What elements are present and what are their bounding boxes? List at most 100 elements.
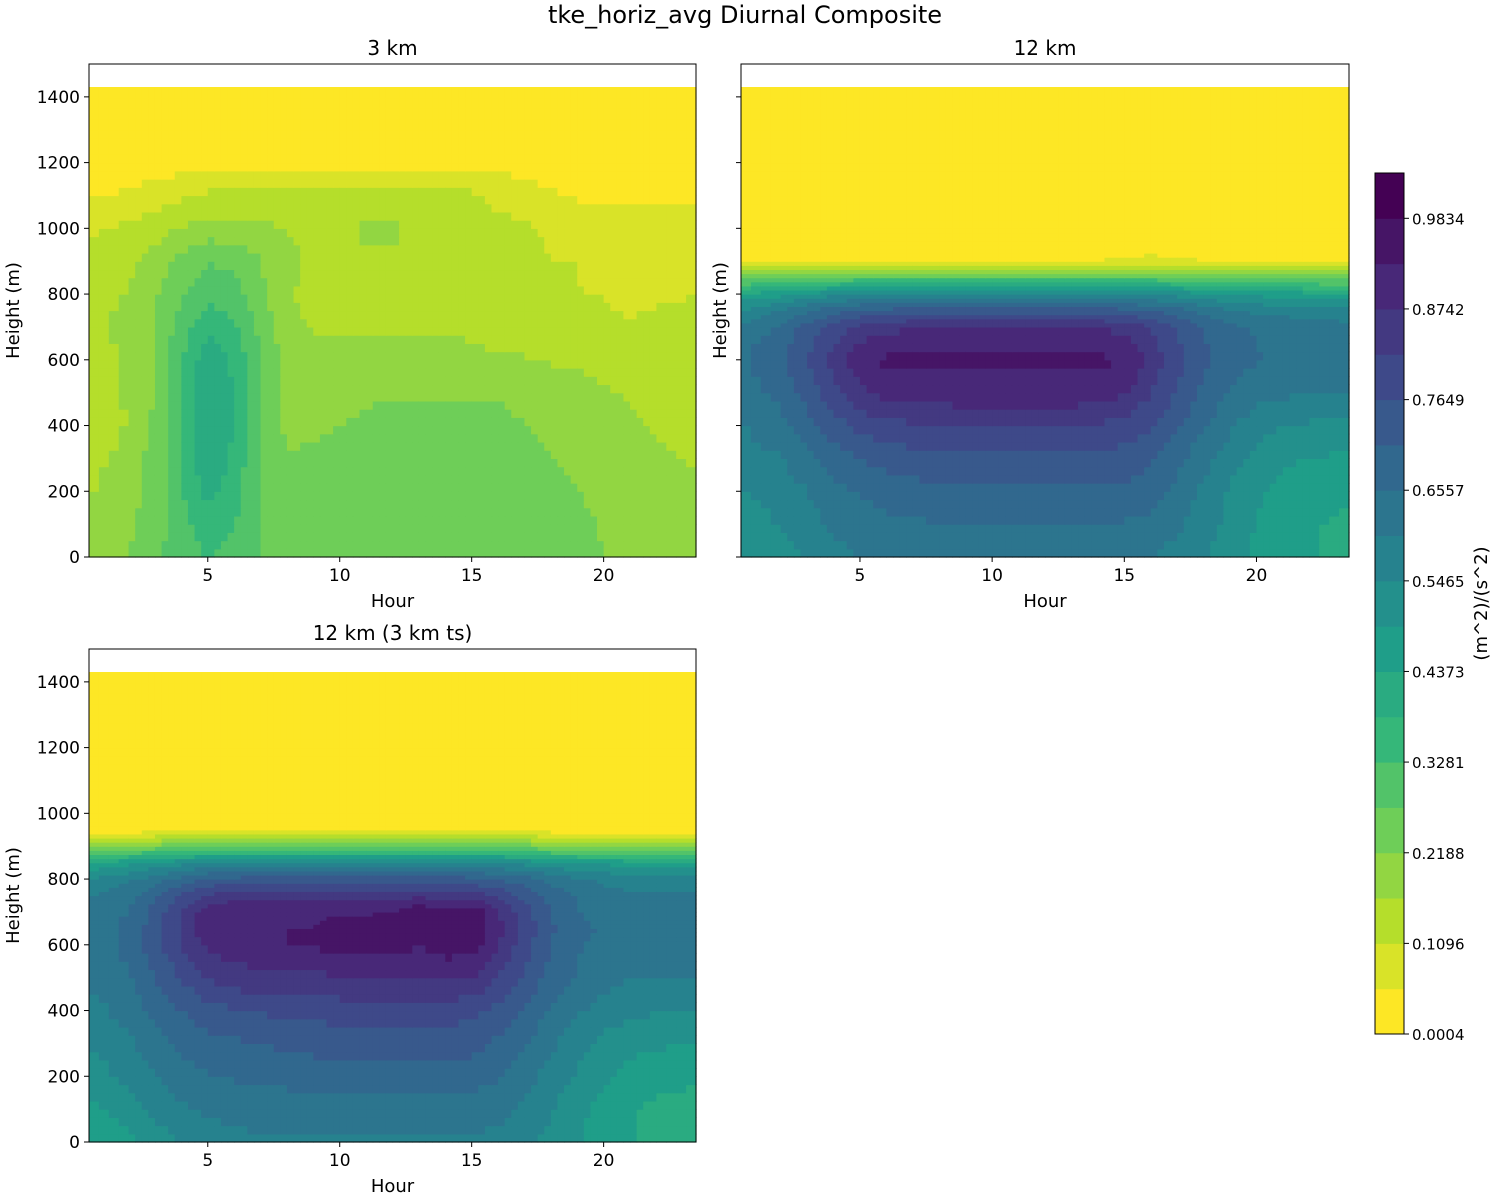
heatmap-cell: [557, 269, 564, 278]
heatmap-cell: [584, 228, 591, 237]
heatmap-cell: [604, 187, 611, 196]
heatmap-cell: [630, 483, 637, 492]
heatmap-cell: [425, 138, 432, 147]
heatmap-cell: [175, 228, 182, 237]
heatmap-cell: [564, 426, 571, 435]
heatmap-cell: [379, 261, 386, 270]
heatmap-cell: [168, 87, 175, 98]
heatmap-cell: [300, 212, 307, 221]
heatmap-cell: [280, 401, 287, 410]
heatmap-cell: [208, 532, 215, 541]
heatmap-cell: [531, 458, 538, 467]
heatmap-cell: [465, 442, 472, 451]
heatmap-cell: [544, 426, 551, 435]
heatmap-cell: [630, 269, 637, 278]
heatmap-cell: [142, 319, 149, 328]
heatmap-cell: [89, 146, 100, 155]
heatmap-cell: [142, 508, 149, 517]
heatmap-cell: [650, 220, 657, 229]
heatmap-cell: [300, 532, 307, 541]
heatmap-cell: [135, 286, 142, 295]
heatmap-cell: [458, 108, 465, 119]
heatmap-cell: [181, 302, 188, 311]
heatmap-cell: [333, 442, 340, 451]
heatmap-cell: [214, 119, 221, 130]
heatmap-cell: [551, 393, 558, 402]
heatmap-cell: [531, 532, 538, 541]
heatmap-cell: [577, 335, 584, 344]
heatmap-cell: [340, 187, 347, 196]
heatmap-cell: [360, 508, 367, 517]
heatmap-cell: [313, 352, 320, 361]
heatmap-cell: [307, 376, 314, 385]
heatmap-cell: [604, 119, 611, 130]
heatmap-cell: [221, 245, 228, 254]
heatmap-cell: [327, 409, 334, 418]
heatmap-cell: [208, 335, 215, 344]
heatmap-cell: [300, 228, 307, 237]
heatmap-cell: [623, 187, 630, 196]
heatmap-cell: [267, 261, 274, 270]
heatmap-cell: [360, 532, 367, 541]
heatmap-cell: [485, 245, 492, 254]
heatmap-cell: [155, 401, 162, 410]
heatmap-cell: [571, 549, 578, 558]
heatmap-cell: [241, 302, 248, 311]
heatmap-cell: [452, 335, 459, 344]
heatmap-cell: [313, 483, 320, 492]
heatmap-cell: [597, 409, 604, 418]
heatmap-cell: [201, 286, 208, 295]
heatmap-cell: [287, 311, 294, 320]
heatmap-cell: [650, 335, 657, 344]
heatmap-cell: [505, 228, 512, 237]
heatmap-cell: [584, 269, 591, 278]
heatmap-cell: [201, 237, 208, 246]
heatmap-cell: [386, 286, 393, 295]
heatmap-cell: [557, 384, 564, 393]
heatmap-cell: [518, 483, 525, 492]
heatmap-cell: [228, 368, 235, 377]
heatmap-cell: [439, 376, 446, 385]
heatmap-cell: [155, 237, 162, 246]
heatmap-cell: [89, 98, 100, 109]
heatmap-cell: [425, 458, 432, 467]
heatmap-cell: [208, 491, 215, 500]
heatmap-cell: [524, 138, 531, 147]
heatmap-cell: [623, 237, 630, 246]
heatmap-cell: [419, 187, 426, 196]
heatmap-cell: [551, 475, 558, 484]
heatmap-cell: [412, 237, 419, 246]
heatmap-cell: [188, 138, 195, 147]
heatmap-cell: [346, 294, 353, 303]
heatmap-cell: [353, 138, 360, 147]
heatmap-cell: [544, 187, 551, 196]
heatmap-cell: [228, 426, 235, 435]
heatmap-cell: [676, 360, 687, 369]
heatmap-cell: [175, 450, 182, 459]
heatmap-cell: [99, 475, 110, 484]
heatmap-cell: [498, 450, 505, 459]
heatmap-cell: [577, 269, 584, 278]
heatmap-cell: [617, 138, 624, 147]
heatmap-cell: [557, 311, 564, 320]
heatmap-cell: [379, 286, 386, 295]
heatmap-cell: [373, 204, 380, 213]
heatmap-cell: [518, 426, 525, 435]
heatmap-cell: [119, 327, 130, 336]
heatmap-cell: [254, 417, 261, 426]
heatmap-cell: [485, 508, 492, 517]
heatmap-cell: [208, 278, 215, 287]
heatmap-cell: [241, 187, 248, 196]
heatmap-cell: [465, 286, 472, 295]
heatmap-cell: [379, 302, 386, 311]
heatmap-cell: [505, 343, 512, 352]
heatmap-cell: [379, 360, 386, 369]
heatmap-cell: [643, 343, 650, 352]
heatmap-cell: [109, 343, 120, 352]
heatmap-cell: [458, 253, 465, 262]
heatmap-cell: [666, 426, 677, 435]
heatmap-cell: [393, 483, 400, 492]
heatmap-cell: [181, 434, 188, 443]
heatmap-cell: [590, 261, 597, 270]
heatmap-cell: [412, 524, 419, 533]
